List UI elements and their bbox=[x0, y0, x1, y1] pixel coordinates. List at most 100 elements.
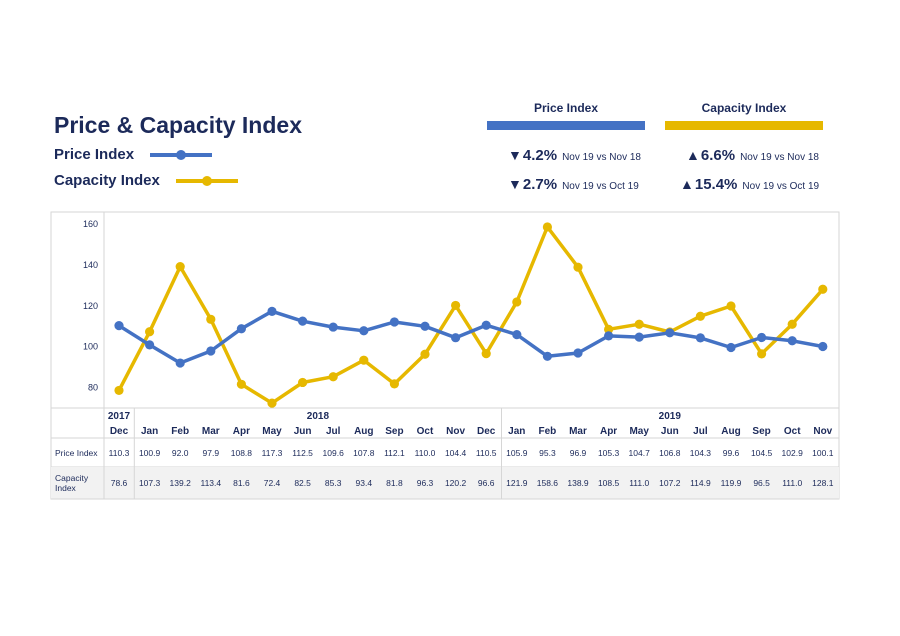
table-cell-capacity: 107.3 bbox=[139, 478, 161, 488]
data-point-price bbox=[512, 330, 522, 340]
data-point-price bbox=[818, 341, 828, 352]
data-point-capacity bbox=[818, 284, 828, 294]
data-point-price bbox=[114, 321, 124, 331]
table-cell-capacity: 108.5 bbox=[598, 478, 620, 488]
legend-item-capacity: Capacity Index bbox=[54, 172, 238, 189]
table-cell-capacity: 138.9 bbox=[567, 478, 589, 488]
table-cell-capacity: 120.2 bbox=[445, 478, 467, 488]
data-point-capacity bbox=[114, 385, 124, 396]
kpi-note: Nov 19 vs Nov 18 bbox=[562, 152, 641, 163]
table-cell-price: 106.8 bbox=[659, 448, 681, 458]
table-cell-capacity: 96.6 bbox=[478, 478, 495, 488]
data-point-capacity bbox=[298, 377, 308, 388]
month-label: Oct bbox=[417, 426, 434, 437]
legend-label-price: Price Index bbox=[54, 146, 135, 163]
down-arrow-icon: ▼ bbox=[508, 176, 522, 192]
month-label: Sep bbox=[752, 426, 770, 437]
table-cell-capacity: 82.5 bbox=[294, 478, 311, 488]
month-label: Feb bbox=[171, 426, 189, 437]
table-cell-capacity: 119.9 bbox=[721, 478, 742, 488]
data-point-capacity bbox=[481, 349, 491, 359]
month-label: Oct bbox=[784, 426, 801, 437]
kpi-note: Nov 19 vs Nov 18 bbox=[740, 152, 819, 163]
kpi-note: Nov 19 vs Oct 19 bbox=[742, 181, 820, 192]
month-label: May bbox=[262, 426, 282, 437]
data-point-price bbox=[481, 320, 491, 330]
data-point-capacity bbox=[359, 355, 369, 365]
table-cell-capacity: 81.6 bbox=[233, 478, 250, 488]
month-label: Aug bbox=[354, 426, 373, 437]
data-point-price bbox=[695, 333, 706, 343]
data-point-capacity bbox=[236, 379, 246, 389]
kpi-heading-capacity: Capacity Index bbox=[701, 101, 787, 115]
data-point-price bbox=[787, 336, 797, 346]
data-point-capacity bbox=[787, 319, 797, 329]
month-label: Dec bbox=[477, 426, 496, 437]
table-row-band bbox=[51, 467, 839, 499]
table-cell-capacity: 107.2 bbox=[659, 478, 681, 488]
data-point-capacity bbox=[757, 349, 767, 359]
month-label: Mar bbox=[202, 426, 220, 437]
table-cell-price: 117.3 bbox=[262, 448, 283, 458]
table-cell-price: 108.8 bbox=[231, 448, 253, 458]
legend-label-capacity: Capacity Index bbox=[54, 172, 160, 189]
data-point-price bbox=[634, 332, 644, 342]
table-cell-price: 97.9 bbox=[203, 448, 220, 458]
table-cell-capacity: 81.8 bbox=[386, 478, 403, 488]
up-arrow-icon: ▲ bbox=[686, 147, 700, 163]
data-point-capacity bbox=[512, 297, 522, 307]
month-label: Nov bbox=[446, 426, 465, 437]
month-label: Apr bbox=[600, 426, 617, 437]
kpi-heading-price: Price Index bbox=[533, 101, 599, 115]
data-point-capacity bbox=[267, 398, 277, 408]
kpi-price-mom: ▼ 2.7% Nov 19 vs Oct 19 bbox=[508, 176, 639, 193]
month-label: Dec bbox=[110, 426, 129, 437]
up-arrow-icon: ▲ bbox=[680, 176, 694, 192]
table-cell-price: 104.7 bbox=[629, 448, 651, 458]
table-cell-capacity: 78.6 bbox=[111, 478, 128, 488]
data-point-capacity bbox=[389, 379, 399, 389]
month-label: Sep bbox=[385, 426, 403, 437]
data-point-capacity bbox=[206, 314, 216, 324]
series-line-price bbox=[118, 309, 824, 365]
table-cell-price: 104.4 bbox=[445, 448, 467, 458]
kpi-price-yoy: ▼ 4.2% Nov 19 vs Nov 18 bbox=[508, 147, 641, 164]
table-cell-capacity: 111.0 bbox=[629, 478, 649, 488]
table-cell-price: 96.9 bbox=[570, 448, 587, 458]
kpi-capacity-mom: ▲ 15.4% Nov 19 vs Oct 19 bbox=[680, 176, 819, 193]
data-point-capacity bbox=[634, 319, 644, 329]
table-cell-capacity: 114.9 bbox=[690, 478, 711, 488]
month-label: Jun bbox=[294, 426, 312, 437]
data-point-price bbox=[175, 358, 185, 368]
data-point-price bbox=[542, 351, 553, 361]
year-label: 2019 bbox=[659, 411, 682, 422]
data-point-price bbox=[359, 326, 369, 336]
table-cell-price: 107.8 bbox=[353, 448, 375, 458]
data-point-capacity bbox=[726, 301, 736, 311]
data-point-price bbox=[206, 346, 216, 356]
kpi-value: 15.4% bbox=[694, 176, 738, 193]
table-cell-capacity: 72.4 bbox=[264, 478, 281, 488]
data-point-capacity bbox=[145, 327, 155, 337]
kpi-value: 2.7% bbox=[522, 176, 558, 193]
data-point-price bbox=[665, 328, 675, 338]
table-cell-price: 99.6 bbox=[723, 448, 740, 458]
row-label-price: Price Index bbox=[55, 448, 98, 458]
table-cell-price: 104.5 bbox=[751, 448, 773, 458]
page-title: Price & Capacity Index bbox=[54, 112, 302, 138]
data-point-price bbox=[298, 316, 308, 326]
y-tick-label: 160 bbox=[83, 219, 98, 229]
table-cell-price: 104.3 bbox=[690, 448, 712, 458]
data-point-price bbox=[757, 332, 767, 343]
series-line-capacity bbox=[117, 225, 825, 405]
kpi-bar-price bbox=[487, 121, 645, 130]
y-tick-label: 100 bbox=[83, 342, 98, 352]
table-cell-price: 110.0 bbox=[415, 448, 436, 458]
month-label: Jan bbox=[508, 426, 525, 437]
legend-line-capacity-icon bbox=[175, 175, 238, 186]
data-point-capacity bbox=[542, 222, 553, 232]
data-point-price bbox=[420, 321, 430, 331]
month-label: May bbox=[629, 426, 649, 437]
table-cell-capacity: 128.1 bbox=[812, 478, 834, 488]
